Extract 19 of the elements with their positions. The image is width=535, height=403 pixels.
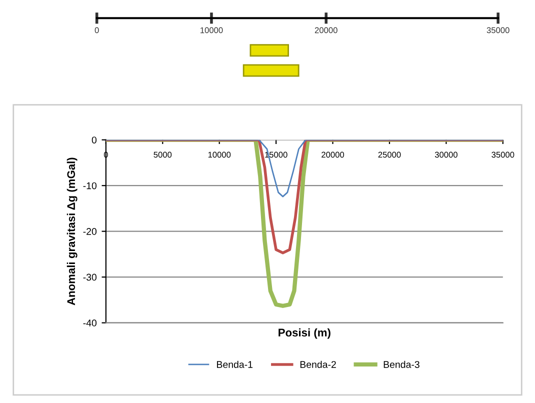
x-tick-label: 5000 [154, 152, 172, 158]
x-tick-label: 10000 [208, 152, 231, 158]
x-tick-label: 10000 [200, 27, 223, 34]
x-tick-label: 20000 [314, 27, 338, 34]
y-tick-label: 0 [92, 136, 97, 144]
x-axis-title: Posisi (m) [278, 328, 330, 339]
legend-label: Benda-1 [217, 360, 253, 368]
x-tick-label: 20000 [322, 152, 344, 158]
y-tick-label: -10 [83, 182, 97, 190]
y-tick-label: -40 [83, 320, 97, 326]
legend-label: Benda-3 [384, 360, 420, 368]
legend-label: Benda-2 [300, 360, 336, 368]
x-tick-label: 25000 [378, 152, 401, 158]
y-axis-title: Anomali gravitasi Δg (mGal) [66, 158, 78, 306]
y-tick-label: -20 [83, 228, 97, 235]
x-tick-label: 35000 [492, 152, 514, 158]
x-tick-label: 35000 [486, 27, 510, 34]
y-tick-label: -30 [83, 274, 97, 281]
x-tick-label: 30000 [434, 152, 458, 158]
